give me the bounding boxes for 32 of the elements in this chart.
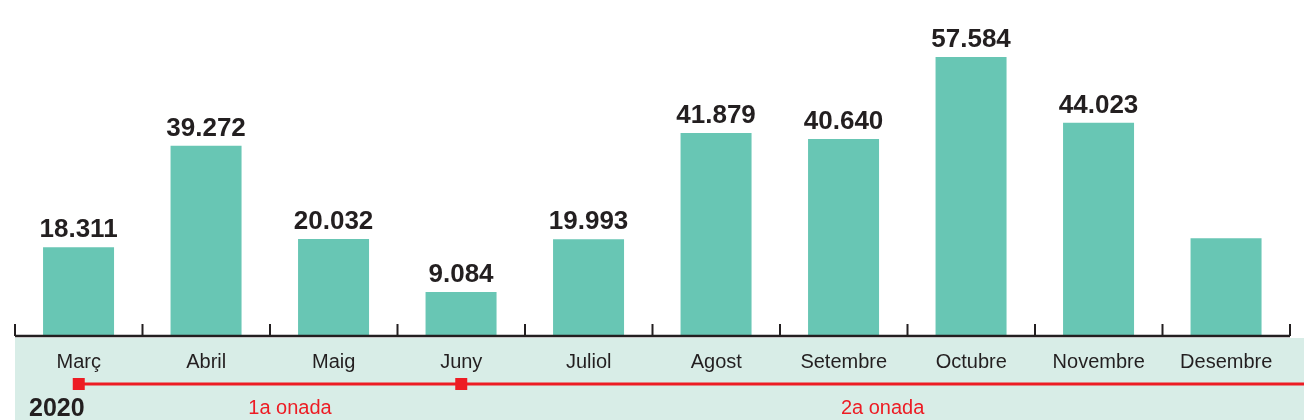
data-label: 40.640	[803, 105, 884, 136]
x-tick-label: Març	[56, 350, 101, 373]
data-label: 39.272	[166, 111, 246, 142]
data-label: 57.584	[931, 23, 1012, 53]
data-label: 41.879	[676, 99, 756, 130]
bar	[43, 247, 115, 336]
bar	[808, 139, 880, 336]
data-label: 20.032	[293, 204, 374, 235]
x-tick-label: Juliol	[565, 350, 612, 373]
bar	[1190, 238, 1262, 336]
data-label: 18.311	[39, 213, 118, 244]
data-label: 9.084	[428, 257, 495, 288]
data-label: 19.993	[548, 205, 629, 236]
x-tick-label: Desembre	[1180, 350, 1273, 373]
bar	[170, 145, 242, 336]
text: 2a onada	[840, 396, 926, 418]
text: 1a onada	[248, 396, 333, 418]
data-label: 44.023	[1058, 88, 1139, 119]
bar	[1063, 122, 1135, 336]
x-tick-label: Novembre	[1052, 350, 1145, 373]
x-tick-label: Abril	[186, 350, 227, 373]
x-tick-label: Juny	[440, 350, 483, 373]
x-tick-label: Maig	[312, 350, 356, 373]
bar	[553, 239, 625, 336]
text: 2020	[29, 393, 85, 420]
bar	[425, 291, 497, 336]
x-tick-label: Agost	[690, 350, 743, 373]
bar	[298, 238, 370, 336]
bar	[935, 57, 1007, 336]
x-tick-label: Octubre	[935, 350, 1007, 373]
x-tick-label: Setembre	[800, 350, 888, 373]
bar	[680, 133, 752, 336]
